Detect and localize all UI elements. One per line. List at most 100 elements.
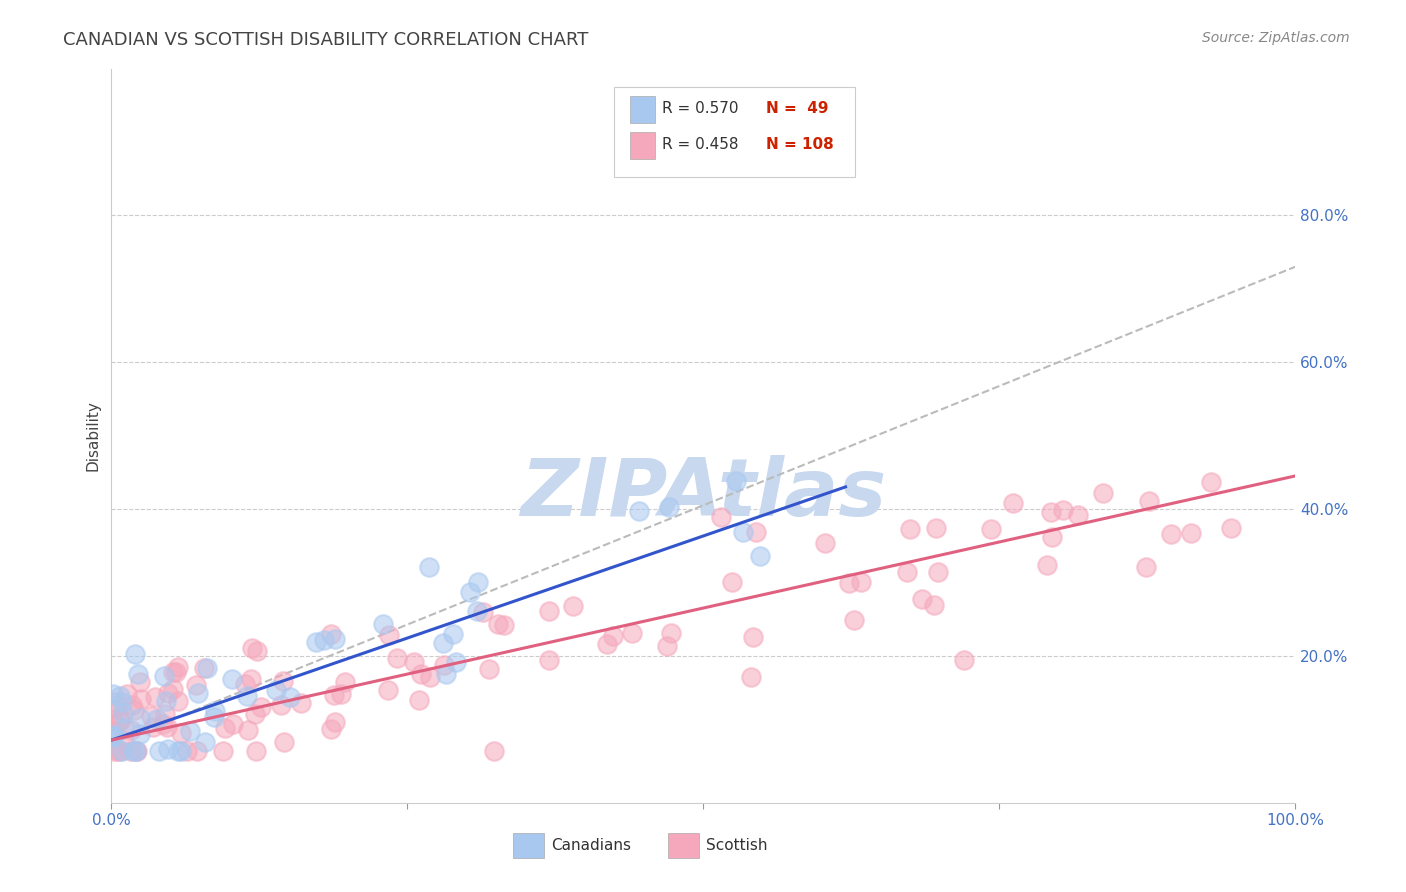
Point xyxy=(620,626,643,640)
Point xyxy=(1199,475,1222,490)
Text: ZIPAtlas: ZIPAtlas xyxy=(520,455,887,533)
Point xyxy=(1052,503,1074,517)
Point xyxy=(492,618,515,632)
Point xyxy=(152,716,174,731)
Point xyxy=(195,661,218,675)
Point xyxy=(176,744,198,758)
Point xyxy=(264,683,287,698)
Point xyxy=(157,742,180,756)
Point xyxy=(319,627,342,641)
Point xyxy=(433,657,456,672)
Point xyxy=(741,630,763,644)
Point xyxy=(155,694,177,708)
Point xyxy=(1220,521,1243,535)
Point xyxy=(169,726,191,740)
Point xyxy=(305,635,328,649)
Point xyxy=(419,670,441,684)
Point xyxy=(101,730,124,744)
Point xyxy=(1091,485,1114,500)
Point xyxy=(101,713,124,727)
Point xyxy=(436,666,458,681)
Point xyxy=(122,703,145,717)
Point xyxy=(740,670,762,684)
Point xyxy=(1135,560,1157,574)
Text: CANADIAN VS SCOTTISH DISABILITY CORRELATION CHART: CANADIAN VS SCOTTISH DISABILITY CORRELAT… xyxy=(63,31,589,49)
Point xyxy=(111,695,134,709)
Point xyxy=(1137,493,1160,508)
Point xyxy=(245,744,267,758)
Point xyxy=(484,744,506,758)
Point xyxy=(273,735,295,749)
Point xyxy=(153,706,176,721)
Point xyxy=(121,698,143,712)
Point xyxy=(111,744,134,758)
Point xyxy=(537,653,560,667)
Point xyxy=(238,723,260,738)
Point xyxy=(179,724,201,739)
Point xyxy=(278,690,301,704)
Text: R = 0.458: R = 0.458 xyxy=(662,137,738,152)
Point xyxy=(124,744,146,758)
Point xyxy=(927,565,949,579)
Point xyxy=(596,637,619,651)
Point xyxy=(127,667,149,681)
Point xyxy=(152,669,174,683)
Point xyxy=(325,714,347,729)
Point xyxy=(246,644,269,658)
Point xyxy=(249,699,271,714)
Point xyxy=(194,735,217,749)
Point xyxy=(720,575,742,590)
Point xyxy=(602,629,624,643)
Point xyxy=(465,603,488,617)
Point xyxy=(145,690,167,705)
Point xyxy=(204,704,226,718)
Point xyxy=(418,560,440,574)
Point xyxy=(122,744,145,758)
Point xyxy=(108,714,131,728)
Point xyxy=(222,716,245,731)
Point xyxy=(814,536,837,550)
Text: R = 0.570: R = 0.570 xyxy=(662,102,738,116)
Point xyxy=(725,475,748,489)
Point xyxy=(103,744,125,758)
Point xyxy=(145,712,167,726)
Point xyxy=(202,710,225,724)
Point xyxy=(112,734,135,748)
Point xyxy=(749,549,772,563)
Text: Canadians: Canadians xyxy=(551,838,631,853)
Point xyxy=(290,696,312,710)
Point xyxy=(243,706,266,721)
Point xyxy=(911,591,934,606)
Point xyxy=(387,650,409,665)
Point xyxy=(170,744,193,758)
Point xyxy=(980,522,1002,536)
Point xyxy=(211,744,233,758)
Point xyxy=(162,665,184,679)
Point xyxy=(120,723,142,737)
Point xyxy=(108,713,131,727)
Point xyxy=(838,576,860,591)
Point xyxy=(627,504,650,518)
Point xyxy=(444,655,467,669)
Point xyxy=(319,722,342,736)
Point xyxy=(314,633,336,648)
Point xyxy=(953,652,976,666)
Point xyxy=(125,744,148,758)
Point xyxy=(1036,558,1059,573)
Point xyxy=(537,604,560,618)
Point xyxy=(478,662,501,676)
Point xyxy=(239,672,262,686)
Point xyxy=(156,720,179,734)
Point xyxy=(233,677,256,691)
Point xyxy=(167,694,190,708)
Point xyxy=(922,598,945,612)
Point xyxy=(124,647,146,661)
Point xyxy=(103,727,125,741)
Point xyxy=(1040,530,1063,544)
Point xyxy=(333,674,356,689)
Point xyxy=(898,522,921,536)
Point xyxy=(377,682,399,697)
Point xyxy=(896,565,918,579)
Point xyxy=(108,689,131,703)
Point xyxy=(1160,527,1182,541)
